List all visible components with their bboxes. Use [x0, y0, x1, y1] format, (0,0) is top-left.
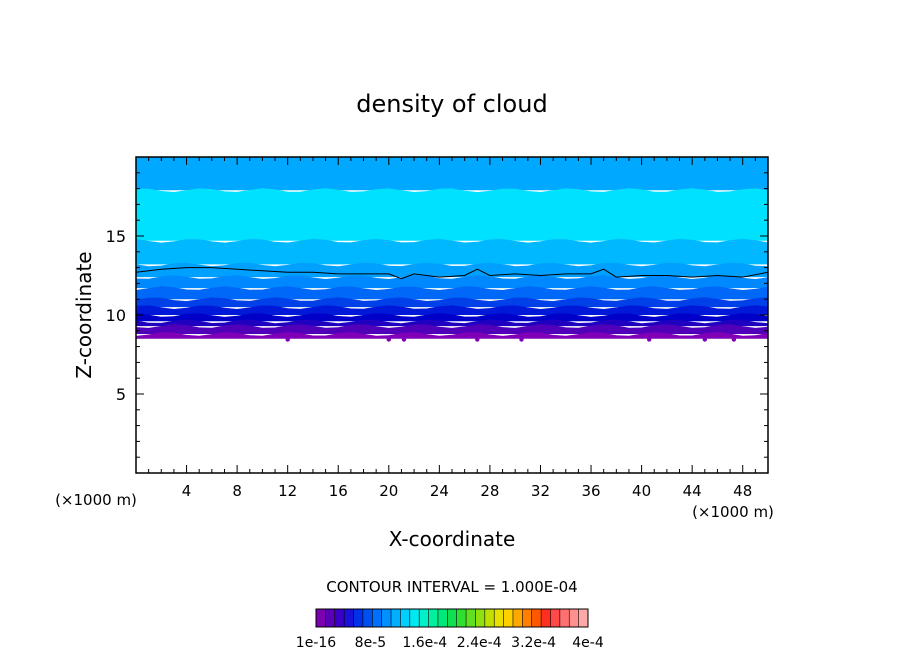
colorbar-swatch: [381, 609, 392, 627]
colorbar-swatch: [550, 609, 561, 627]
colorbar-label: 3.2e-4: [511, 635, 556, 651]
colorbar-swatch: [512, 609, 523, 627]
x-tick-label: 28: [480, 482, 499, 500]
contour-band: [136, 262, 768, 278]
x-axis-label: X-coordinate: [389, 527, 516, 551]
colorbar-swatch: [456, 609, 467, 627]
colorbar-label: 4e-4: [572, 635, 604, 651]
colorbar-swatch: [428, 609, 439, 627]
colorbar-swatch: [503, 609, 514, 627]
contour-band: [136, 297, 768, 308]
x-tick-label: 16: [329, 482, 348, 500]
colorbar-label: 8e-5: [355, 635, 386, 651]
colorbar-swatch: [362, 609, 373, 627]
y-tick-label: 15: [106, 227, 126, 246]
x-axis-ticks: 4 8 12 16 20 24 28 32 36 40 44 48: [148, 157, 756, 500]
x-unit-left: (×1000 m): [55, 491, 137, 509]
cloud-base-drip: [519, 337, 524, 342]
colorbar-swatch: [372, 609, 382, 627]
contour-line: [135, 267, 769, 280]
colorbar-swatch: [447, 609, 457, 627]
x-tick-label: 32: [531, 482, 550, 500]
colorbar-swatch: [400, 609, 411, 627]
contour-band: [136, 305, 768, 315]
lower-edge-dots: [285, 337, 737, 342]
y-axis-label: Z-coordinate: [72, 251, 96, 378]
colorbar-swatch: [475, 609, 486, 627]
colorbar-label: 1.6e-4: [402, 635, 447, 651]
colorbar-swatch: [484, 609, 495, 627]
contour-band: [136, 332, 768, 339]
x-tick-label: 12: [278, 482, 297, 500]
x-unit-right: (×1000 m): [692, 503, 774, 521]
colorbar-swatch: [437, 609, 448, 627]
contour-band: [136, 188, 768, 241]
x-tick-label: 4: [182, 482, 192, 500]
colorbar-label: 1e-16: [296, 635, 336, 651]
contour-interval-text: CONTOUR INTERVAL = 1.000E-04: [326, 578, 577, 596]
cloud-base-drip: [731, 337, 737, 342]
x-tick-label: 44: [683, 482, 702, 500]
colorbar-swatch: [494, 609, 504, 627]
colorbar-swatch: [578, 609, 589, 627]
plot-area: [135, 156, 769, 474]
colorbar-labels: 1e-16 8e-5 1.6e-4 2.4e-4 3.2e-4 4e-4: [296, 635, 604, 651]
colorbar-swatch: [522, 609, 533, 627]
colorbar-swatch: [316, 609, 326, 627]
cloud-base-drip: [475, 337, 480, 342]
y-tick-label: 5: [116, 385, 126, 404]
x-tick-label: 24: [430, 482, 449, 500]
contour-band: [136, 324, 768, 334]
colorbar-label: 2.4e-4: [457, 635, 502, 651]
colorbar-frame: [315, 608, 589, 628]
cloud-base-drip: [285, 337, 290, 342]
x-tick-label: 8: [232, 482, 242, 500]
y-tick-label: 10: [106, 306, 126, 325]
colorbar-swatch: [325, 609, 336, 627]
chart-title: density of cloud: [356, 90, 547, 118]
x-tick-label: 36: [581, 482, 600, 500]
contour-band: [136, 286, 768, 300]
colorbar-swatch: [353, 609, 364, 627]
colorbar-swatch: [466, 609, 476, 627]
colorbar-swatch: [334, 609, 345, 627]
cloud-base-drip: [401, 337, 407, 342]
contour-band: [136, 275, 768, 289]
y-axis-ticks: 5 10 15: [106, 172, 768, 458]
colorbar: [315, 608, 589, 628]
colorbar-swatch: [419, 609, 429, 627]
cloud-base-drip: [702, 337, 707, 342]
colorbar-swatch: [541, 609, 551, 627]
contour-band: [136, 238, 768, 265]
x-tick-label: 48: [733, 482, 752, 500]
contour-band: [136, 313, 768, 322]
colorbar-swatch: [391, 609, 401, 627]
colorbar-swatch: [409, 609, 420, 627]
colorbar-swatch: [569, 609, 579, 627]
x-tick-label: 40: [632, 482, 651, 500]
colorbar-swatch: [531, 609, 542, 627]
colorbar-swatch: [344, 609, 354, 627]
x-tick-label: 20: [379, 482, 398, 500]
colorbar-swatch: [559, 609, 570, 627]
contour-bands: [136, 157, 768, 339]
cloud-base-drip: [646, 337, 652, 342]
contour-band: [136, 157, 768, 191]
contour-band: [136, 319, 768, 327]
cloud-base-drip: [386, 337, 391, 342]
